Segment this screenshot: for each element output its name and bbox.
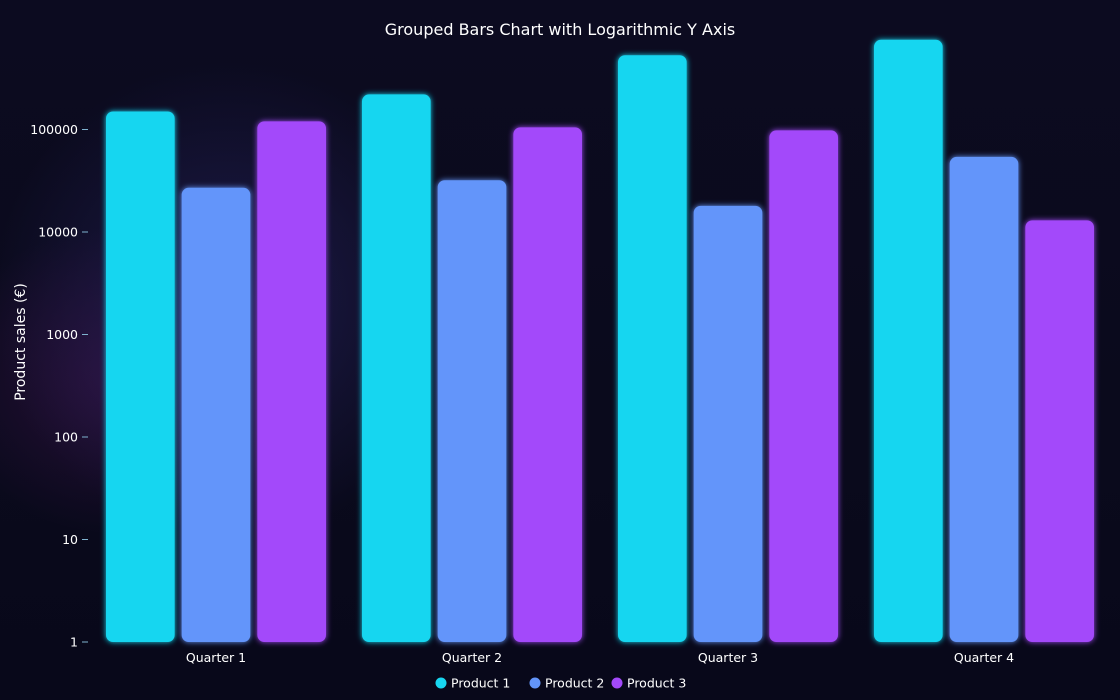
bar-product-3-quarter-1 bbox=[257, 121, 326, 643]
bar-product-1-quarter-3 bbox=[618, 55, 687, 643]
legend-marker bbox=[529, 677, 541, 689]
legend-label[interactable]: Product 1 bbox=[451, 676, 510, 691]
x-tick-label: Quarter 3 bbox=[698, 650, 758, 665]
x-tick-label: Quarter 2 bbox=[442, 650, 502, 665]
x-tick-label: Quarter 4 bbox=[954, 650, 1014, 665]
y-tick-label: 100 bbox=[54, 430, 78, 445]
legend-label[interactable]: Product 3 bbox=[627, 676, 686, 691]
y-tick-label: 1 bbox=[70, 635, 78, 650]
y-tick-label: 10 bbox=[62, 532, 78, 547]
bar-product-1-quarter-1 bbox=[106, 111, 175, 643]
bar-product-1-quarter-4 bbox=[874, 39, 943, 643]
bar-product-2-quarter-2 bbox=[437, 180, 507, 643]
bars-layer bbox=[106, 39, 1094, 643]
x-ticks: Quarter 1 Quarter 2 Quarter 3 Quarter 4 bbox=[186, 650, 1014, 665]
bar-product-3-quarter-2 bbox=[513, 127, 582, 642]
legend: Product 1 Product 2 Product 3 bbox=[435, 676, 686, 691]
y-tick-label: 1000 bbox=[46, 327, 78, 342]
bar-product-2-quarter-1 bbox=[181, 187, 251, 642]
bar-product-1-quarter-2 bbox=[362, 94, 431, 642]
y-tick-label: 10000 bbox=[38, 225, 78, 240]
bar-product-3-quarter-4 bbox=[1025, 220, 1094, 642]
bar-product-3-quarter-3 bbox=[769, 130, 838, 642]
y-axis-title: Product sales (€) bbox=[13, 283, 29, 401]
y-ticks: 1 10 100 1000 10000 100000 bbox=[30, 122, 88, 650]
legend-marker bbox=[611, 677, 623, 689]
y-tick-label: 100000 bbox=[30, 122, 78, 137]
chart-title: Grouped Bars Chart with Logarithmic Y Ax… bbox=[385, 20, 735, 39]
legend-label[interactable]: Product 2 bbox=[545, 676, 604, 691]
x-tick-label: Quarter 1 bbox=[186, 650, 246, 665]
bar-product-2-quarter-3 bbox=[693, 205, 763, 642]
legend-marker bbox=[435, 677, 447, 689]
bar-product-2-quarter-4 bbox=[949, 156, 1019, 643]
